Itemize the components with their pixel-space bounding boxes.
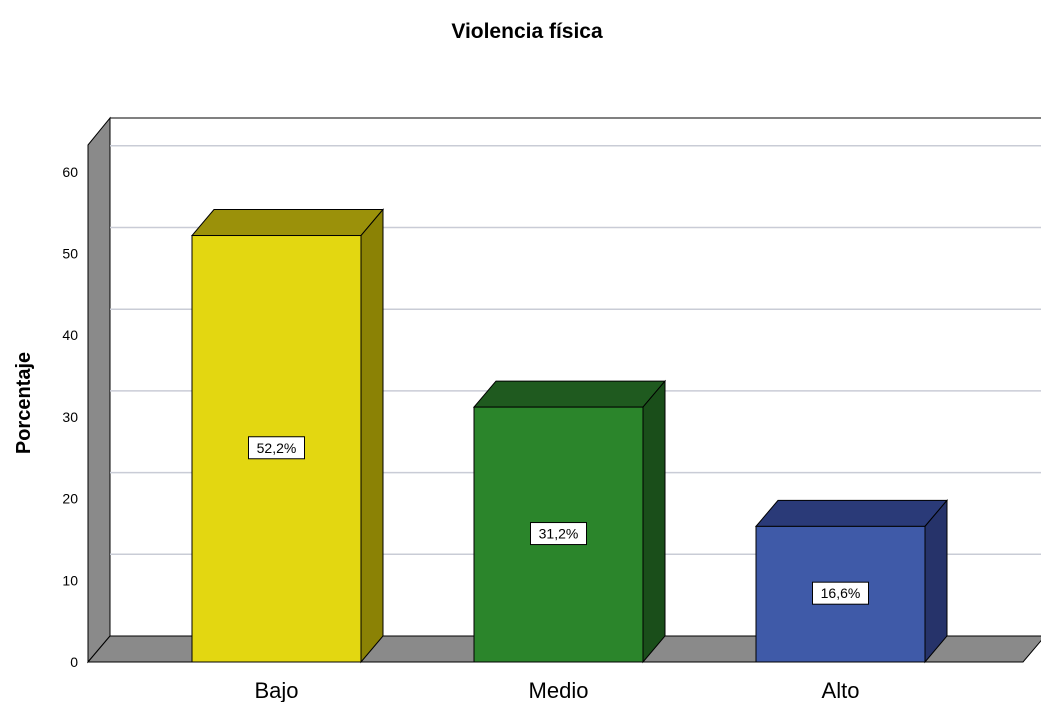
data-label: 31,2% — [530, 522, 587, 546]
bar-top — [754, 499, 949, 527]
y-tick-label: 0 — [70, 654, 78, 670]
left-wall — [87, 116, 111, 664]
y-tick-label: 40 — [62, 327, 78, 343]
bars: 52,2% 31,2% 16,6% — [190, 208, 949, 664]
bar: 31,2% — [472, 379, 667, 664]
x-tick-label: Bajo — [254, 678, 298, 702]
x-axis-ticks: Bajo Medio Alto — [254, 678, 859, 702]
data-label-box — [812, 581, 869, 605]
chart-title: Violencia física — [451, 20, 603, 43]
y-tick-label: 60 — [62, 164, 78, 180]
data-label-box — [248, 436, 305, 460]
y-tick-label: 50 — [62, 246, 78, 262]
data-label-box — [530, 522, 587, 546]
bar-side — [924, 499, 948, 664]
data-label-text: 31,2% — [539, 526, 579, 542]
data-label-text: 16,6% — [821, 585, 861, 601]
y-tick-label: 10 — [62, 572, 78, 588]
bar-side — [642, 379, 666, 664]
data-label-text: 52,2% — [257, 440, 297, 456]
x-tick-label: Alto — [822, 678, 860, 702]
y-axis-ticks: 0 10 20 30 40 50 60 — [62, 164, 78, 670]
y-axis-label: Porcentaje — [13, 352, 35, 454]
y-tick-label: 30 — [62, 409, 78, 425]
bar-top — [472, 380, 667, 408]
bar: 16,6% — [754, 499, 949, 664]
bar-side — [360, 208, 384, 664]
x-tick-label: Medio — [529, 678, 589, 702]
data-label: 52,2% — [248, 436, 305, 460]
bar: 52,2% — [190, 208, 385, 664]
data-label: 16,6% — [812, 581, 869, 605]
y-tick-label: 20 — [62, 491, 78, 507]
bar-top — [190, 209, 385, 237]
